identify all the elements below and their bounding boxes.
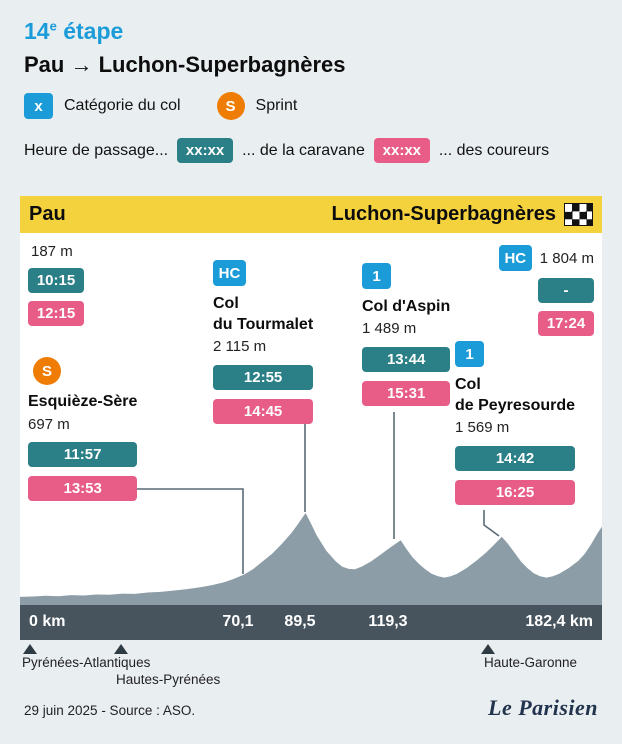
caravan-label: ... de la caravane [242, 141, 365, 159]
finish-category-badge: HC [498, 245, 532, 271]
route-title: Pau → Luchon-Superbagnères [24, 52, 346, 77]
category-badge-icon: x [24, 93, 53, 119]
region-label-pyrenees-atlantiques: Pyrénées-Atlantiques [22, 655, 151, 670]
sprint-legend-label: Sprint [255, 97, 298, 114]
chart-body: 187 m 10:15 12:15 S Esquièze-Sère 697 m … [20, 233, 602, 605]
legend-categories: x Catégorie du col S Sprint [24, 92, 297, 120]
axis-tick-aspin: 119,3 [368, 613, 408, 630]
sprint-name: Esquièze-Sère [28, 393, 138, 410]
tourmalet-riders-time: 14:45 [213, 399, 314, 424]
tourmalet-annotation: HC Col du Tourmalet 2 115 m 12:55 14:45 [213, 260, 314, 424]
peyresourde-riders-time: 16:25 [455, 480, 576, 505]
start-annotation: 187 m 10:15 12:15 [28, 243, 84, 326]
finish-city-label: Luchon-Superbagnères [331, 203, 556, 225]
aspin-elevation: 1 489 m [362, 320, 417, 337]
region-label-hautes-pyrenees: Hautes-Pyrénées [116, 672, 221, 687]
aspin-name: Col d'Aspin [362, 298, 451, 315]
stage-number-suffix: e [49, 18, 57, 34]
aspin-annotation: 1 Col d'Aspin 1 489 m 13:44 15:31 [362, 263, 451, 406]
finish-annotation: HC 1 804 m - 17:24 [498, 245, 594, 336]
peyresourde-name-line1: Col [455, 376, 481, 393]
stage-number: 14 [24, 18, 50, 44]
sprint-caravan-time: 11:57 [28, 442, 138, 467]
caravan-time-sample-badge: xx:xx [177, 138, 234, 163]
axis-tick-start: 0 km [29, 613, 66, 630]
sprint-badge-icon: S [216, 92, 245, 120]
tourmalet-caravan-time: 12:55 [213, 365, 314, 390]
aspin-category-badge: 1 [362, 263, 391, 289]
peyresourde-annotation: 1 Col de Peyresourde 1 569 m 14:42 16:25 [455, 341, 576, 505]
axis-tick-tourmalet: 89,5 [284, 613, 316, 630]
sprint-riders-time: 13:53 [28, 476, 138, 501]
start-riders-time: 12:15 [28, 301, 84, 326]
stage-word: étape [63, 18, 124, 44]
chart-banner: Pau Luchon-Superbagnères [20, 196, 602, 233]
riders-label: ... des coureurs [438, 141, 550, 159]
aspin-caravan-time: 13:44 [362, 347, 451, 372]
passage-label: Heure de passage... [24, 141, 169, 159]
peyresourde-category-badge: 1 [455, 341, 484, 367]
stage-number-title: 14e étape [24, 18, 123, 45]
tourmalet-name-line2: du Tourmalet [213, 316, 314, 333]
aspin-riders-time: 15:31 [362, 381, 451, 406]
category-legend-label: Catégorie du col [64, 97, 181, 114]
peyresourde-name-line2: de Peyresourde [455, 397, 576, 414]
finish-elevation: 1 804 m [539, 249, 594, 267]
axis-tick-sprint: 70,1 [222, 613, 254, 630]
tourmalet-name-line1: Col [213, 295, 239, 312]
checkered-flag-icon [564, 203, 593, 226]
start-elevation: 187 m [31, 243, 73, 260]
sprint-icon: S [33, 357, 61, 385]
le-parisien-logo: Le Parisien [488, 695, 598, 720]
elevation-profile [20, 513, 602, 605]
department-marker-icon [481, 644, 495, 654]
start-city-label: Pau [29, 203, 66, 225]
peyresourde-caravan-time: 14:42 [455, 446, 576, 471]
department-marker-icon [114, 644, 128, 654]
riders-time-sample-badge: xx:xx [373, 138, 430, 163]
distance-axis: 0 km 70,1 89,5 119,3 182,4 km [20, 605, 602, 640]
start-caravan-time: 10:15 [28, 268, 84, 293]
finish-caravan-time: - [538, 278, 594, 303]
legend-times: Heure de passage... xx:xx ... de la cara… [24, 138, 549, 163]
sprint-elevation: 697 m [28, 416, 70, 433]
finish-riders-time: 17:24 [538, 311, 594, 336]
region-label-haute-garonne: Haute-Garonne [484, 655, 578, 670]
tourmalet-elevation: 2 115 m [213, 338, 267, 355]
axis-tick-finish: 182,4 km [525, 613, 593, 630]
elevation-chart: Pau Luchon-Superbagnères 187 m 10:15 12:… [20, 196, 602, 640]
peyresourde-elevation: 1 569 m [455, 419, 510, 436]
sprint-annotation: S Esquièze-Sère 697 m 11:57 13:53 [28, 357, 138, 501]
tourmalet-category-badge: HC [213, 260, 246, 286]
date-source-line: 29 juin 2025 - Source : ASO. [24, 703, 196, 718]
department-marker-icon [23, 644, 37, 654]
